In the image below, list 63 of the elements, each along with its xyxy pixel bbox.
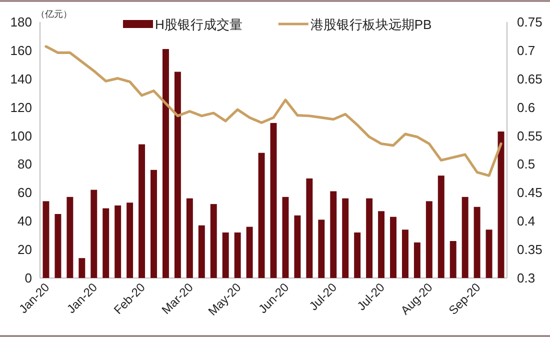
bar: [282, 196, 289, 278]
y-tick-label: 160: [10, 42, 32, 58]
y2-tick-label: 0.65: [517, 71, 542, 86]
y-tick-label: 40: [18, 214, 32, 229]
bar: [246, 226, 253, 278]
y2-tick-label: 0.3: [517, 270, 536, 286]
y2-tick-label: 0.45: [517, 185, 542, 200]
bar: [438, 176, 444, 278]
y2-tick-label: 0.6: [517, 100, 536, 115]
bar: [222, 232, 229, 278]
bar: [126, 202, 134, 278]
bar: [270, 122, 277, 278]
bar: [210, 204, 217, 278]
bar: [138, 144, 146, 278]
bar: [426, 201, 432, 278]
bar: [474, 206, 480, 278]
bar: [378, 211, 384, 278]
y-tick-label: 0: [24, 270, 32, 286]
legend-label: H股银行成交量: [155, 17, 242, 32]
bar: [54, 214, 62, 278]
y-tick-label: 120: [10, 100, 32, 115]
bar: [414, 242, 420, 278]
bar: [498, 132, 504, 278]
bar: [174, 72, 181, 278]
y-tick-label: 60: [18, 185, 32, 200]
bar: [90, 190, 98, 278]
y-tick-label: 80: [18, 156, 32, 172]
bar: [366, 198, 373, 278]
line-series: [44, 45, 502, 177]
y2-tick-label: 0.35: [517, 242, 542, 258]
bar: [258, 152, 265, 278]
bar: [462, 196, 468, 278]
bar: [330, 191, 337, 278]
bar: [78, 258, 86, 278]
bar: [318, 220, 325, 278]
bar: [402, 230, 408, 278]
y-tick-label: 180: [10, 14, 32, 30]
bar: [66, 196, 74, 278]
y-axis-title: （亿元）: [36, 9, 72, 19]
bar: [450, 241, 456, 278]
y2-tick-label: 0.7: [517, 42, 536, 58]
y2-tick-label: 0.55: [517, 128, 542, 144]
y2-tick-label: 0.4: [517, 214, 536, 229]
y2-tick-label: 0.75: [517, 14, 542, 30]
bar: [294, 215, 301, 278]
y2-tick-label: 0.5: [517, 156, 536, 172]
bar: [162, 49, 169, 278]
bar: [102, 208, 110, 278]
bar: [354, 232, 361, 278]
y-tick-label: 20: [18, 242, 32, 258]
bar: [486, 230, 492, 278]
bar: [42, 201, 50, 278]
bar: [234, 232, 241, 278]
bar: [342, 198, 349, 278]
bar: [390, 216, 396, 278]
bar: [198, 225, 205, 278]
bar: [306, 178, 313, 278]
bar: [186, 198, 193, 278]
legend-label: 港股银行板块远期PB: [310, 17, 432, 32]
bar: [150, 170, 157, 278]
y-tick-label: 100: [10, 128, 32, 144]
bar: [114, 205, 122, 278]
y-tick-label: 140: [10, 71, 32, 86]
